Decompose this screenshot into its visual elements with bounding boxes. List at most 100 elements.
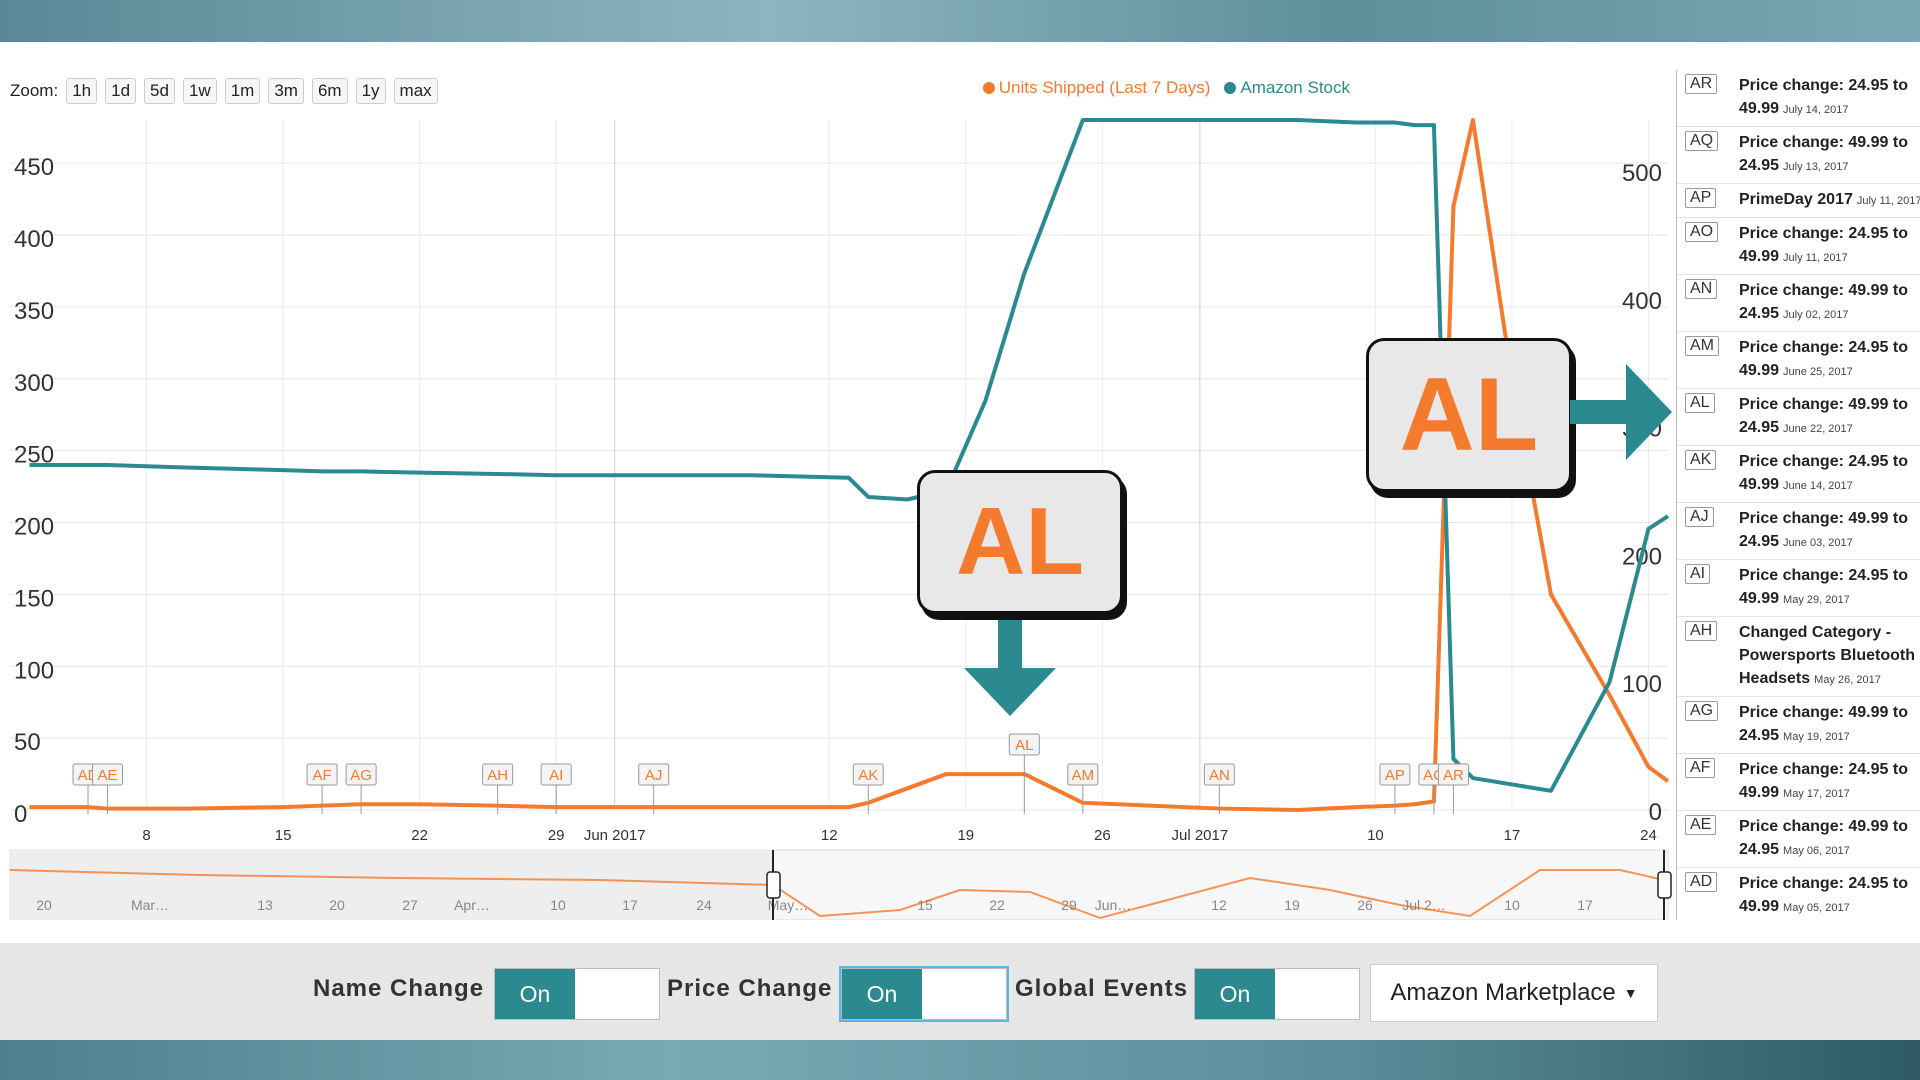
event-item-aq[interactable]: AQ Price change: 49.99 to 24.95 July 13, 20… (1677, 127, 1920, 184)
event-item-aj[interactable]: AJ Price change: 49.99 to 24.95 June 03, 20… (1677, 503, 1920, 560)
event-item-am[interactable]: AM Price change: 24.95 to 49.99 June 25, 20… (1677, 332, 1920, 389)
event-date: June 22, 2017 (1783, 423, 1853, 435)
event-flag-label: AH (487, 767, 508, 784)
zoom-5d-button[interactable]: 5d (144, 78, 175, 104)
event-item-ad[interactable]: AD Price change: 24.95 to 49.99 May 05, 201… (1677, 868, 1920, 920)
right-axis-tick: 400 (1622, 288, 1662, 315)
navigator-label: 20 (329, 897, 345, 913)
event-flag-label: AL (1015, 737, 1033, 754)
event-text: Price change: 24.95 to 49.99 May 05, 2017 (1739, 872, 1920, 920)
event-line: 24.95 July 13, 2017 (1739, 157, 1849, 174)
event-line: 24.95 May 06, 2017 (1739, 841, 1850, 858)
event-item-ag[interactable]: AG Price change: 49.99 to 24.95 May 19, 201… (1677, 697, 1920, 754)
navigator-label: May… (768, 897, 808, 913)
event-text: Price change: 24.95 to 49.99 July 14, 2017 (1739, 74, 1920, 122)
price-change-toggle[interactable]: On (841, 968, 1007, 1020)
event-item-al[interactable]: AL Price change: 49.99 to 24.95 June 22, 20… (1677, 389, 1920, 446)
event-text: Price change: 24.95 to 49.99 May 17, 2017 (1739, 758, 1920, 806)
event-item-an[interactable]: AN Price change: 49.99 to 24.95 July 02, 20… (1677, 275, 1920, 332)
zoom-6m-button[interactable]: 6m (311, 78, 348, 104)
zoom-1m-button[interactable]: 1m (224, 78, 261, 104)
event-line: 49.99 May 17, 2017 (1739, 784, 1850, 801)
event-flag-label: AR (1443, 767, 1464, 784)
event-flag-label: AN (1209, 767, 1230, 784)
event-date: June 03, 2017 (1783, 537, 1853, 549)
event-item-ar[interactable]: AR Price change: 24.95 to 49.99 July 14, 20… (1677, 70, 1920, 127)
event-date: May 06, 2017 (1783, 845, 1850, 857)
event-text: Price change: 49.99 to 24.95 July 13, 2017 (1739, 131, 1920, 179)
navigator-label: Jul 2… (1402, 897, 1446, 913)
event-date: July 14, 2017 (1783, 104, 1849, 116)
event-code: AI (1685, 564, 1711, 584)
zoom-bar: Zoom: 1h 1d 5d 1w 1m 3m 6m 1y max (10, 78, 438, 104)
navigator-handle-left[interactable] (766, 871, 781, 899)
event-line: Price change: 24.95 to (1739, 761, 1908, 778)
zoom-1d-button[interactable]: 1d (105, 78, 137, 104)
event-item-ap[interactable]: AP PrimeDay 2017 July 11, 2017 (1677, 184, 1920, 218)
event-code: AH (1685, 621, 1718, 641)
name-change-on[interactable]: On (495, 969, 575, 1019)
event-flag-label: AP (1385, 767, 1405, 784)
series-amazon-stock (29, 118, 1670, 793)
down-arrow-icon (964, 620, 1056, 716)
navigator-label: Jun… (1095, 897, 1132, 913)
event-flag (345, 763, 377, 786)
legend-units-label: Units Shipped (Last 7 Days) (998, 78, 1211, 97)
navigator-label: 22 (989, 897, 1005, 913)
event-line: Price change: 49.99 to (1739, 134, 1908, 151)
navigator-handle-right[interactable] (1657, 871, 1672, 899)
x-axis-tick: 29 (548, 827, 565, 844)
zoom-1w-button[interactable]: 1w (182, 78, 217, 104)
zoom-3m-button[interactable]: 3m (268, 78, 304, 104)
event-item-ah[interactable]: AH Changed Category - Powersports Bluetoot… (1677, 617, 1920, 697)
event-date: May 29, 2017 (1783, 594, 1850, 606)
x-axis-tick: 22 (411, 827, 428, 844)
event-line: Price change: 24.95 to (1739, 453, 1908, 470)
event-item-ae[interactable]: AE Price change: 49.99 to 24.95 May 06, 201… (1677, 811, 1920, 868)
global-events-toggle[interactable]: On (1194, 968, 1360, 1020)
event-line: 24.95 July 02, 2017 (1739, 305, 1849, 322)
event-item-ak[interactable]: AK Price change: 24.95 to 49.99 June 14, 20… (1677, 446, 1920, 503)
zoom-max-button[interactable]: max (393, 78, 438, 104)
right-axis-tick: 0 (1649, 799, 1662, 826)
event-code: AQ (1685, 131, 1719, 151)
event-line: 49.99 July 14, 2017 (1739, 100, 1849, 117)
event-code: AR (1685, 74, 1718, 94)
zoom-1y-button[interactable]: 1y (355, 78, 386, 104)
event-code: AG (1685, 701, 1719, 721)
event-line: Price change: 24.95 to (1739, 339, 1908, 356)
legend-amazon-stock[interactable]: Amazon Stock (1224, 78, 1350, 98)
name-change-toggle[interactable]: On (494, 968, 660, 1020)
event-flag (1203, 763, 1235, 786)
event-code: AE (1685, 815, 1717, 835)
event-line: 49.99 June 14, 2017 (1739, 476, 1853, 493)
global-events-on[interactable]: On (1195, 969, 1275, 1019)
zoom-1h-button[interactable]: 1h (66, 78, 98, 104)
navigator-label: 26 (1357, 897, 1373, 913)
event-flag (1379, 763, 1411, 786)
legend-units-shipped[interactable]: Units Shipped (Last 7 Days) (982, 78, 1211, 98)
price-change-on[interactable]: On (842, 969, 922, 1019)
x-axis-tick: 19 (957, 827, 974, 844)
event-item-af[interactable]: AF Price change: 24.95 to 49.99 May 17, 201… (1677, 754, 1920, 811)
navigator-label: 20 (36, 897, 52, 913)
chart-svg[interactable]: 4504003503002502001501005005004003002001… (0, 70, 1676, 920)
event-code: AL (1685, 393, 1715, 413)
event-item-ai[interactable]: AI Price change: 24.95 to 49.99 May 29, 201… (1677, 560, 1920, 617)
marketplace-dropdown[interactable]: Amazon Marketplace ▼ (1370, 964, 1658, 1022)
event-date: July 13, 2017 (1783, 161, 1849, 173)
top-strip (0, 42, 1920, 70)
marketplace-label: Amazon Marketplace (1390, 979, 1616, 1006)
left-axis-tick: 200 (14, 514, 54, 541)
navigator-label: 29 (1061, 897, 1077, 913)
event-text: Price change: 24.95 to 49.99 June 25, 2017 (1739, 336, 1920, 384)
navigator-label: 13 (257, 897, 273, 913)
left-axis-tick: 350 (14, 298, 54, 325)
event-item-ao[interactable]: AO Price change: 24.95 to 49.99 July 11, 20… (1677, 218, 1920, 275)
event-code: AM (1685, 336, 1719, 356)
event-code: AP (1685, 188, 1717, 208)
legend-stock-label: Amazon Stock (1240, 78, 1350, 97)
event-date: May 05, 2017 (1783, 902, 1850, 914)
event-date: June 14, 2017 (1783, 480, 1853, 492)
left-axis-tick: 150 (14, 585, 54, 612)
